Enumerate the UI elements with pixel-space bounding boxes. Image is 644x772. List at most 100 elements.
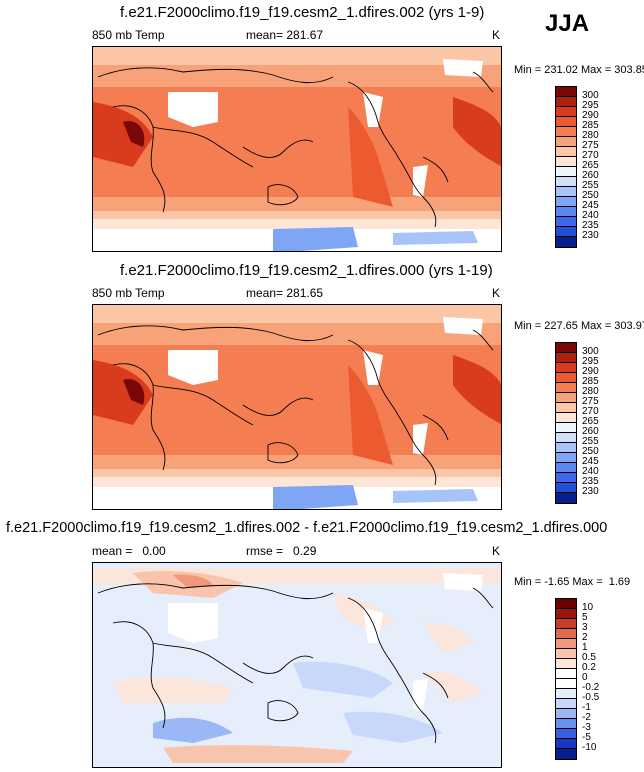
colorbar-cell: [556, 609, 576, 619]
colorbar-cell: [556, 147, 576, 157]
colorbar-tick-label: 270: [582, 406, 599, 417]
panel-1-minmax: Min = 231.02 Max = 303.85: [514, 64, 644, 76]
season-label: JJA: [545, 10, 590, 37]
colorbar-cell: [556, 473, 576, 483]
panel-2-minmax: Min = 227.65 Max = 303.97: [514, 320, 644, 332]
colorbar-cell: [556, 167, 576, 177]
colorbar-cell: [556, 177, 576, 187]
colorbar-tick-label: 280: [582, 130, 599, 141]
colorbar-cell: [556, 619, 576, 629]
colorbar-cell: [556, 383, 576, 393]
colorbar-cell: [556, 187, 576, 197]
colorbar-cell: [556, 699, 576, 709]
colorbar-tick-label: 2: [582, 632, 588, 643]
colorbar-cell: [556, 87, 576, 97]
colorbar-cell: [556, 117, 576, 127]
colorbar-tick-label: 250: [582, 446, 599, 457]
colorbar-tick-label: -0.5: [582, 692, 600, 703]
colorbar-cell: [556, 433, 576, 443]
panel-2-title: f.e21.F2000climo.f19_f19.cesm2_1.dfires.…: [120, 262, 493, 279]
colorbar-cell: [556, 217, 576, 227]
colorbar-cell: [556, 227, 576, 237]
colorbar-tick-label: 255: [582, 180, 599, 191]
colorbar-tick-label: 295: [582, 100, 599, 111]
colorbar-tick-label: 230: [582, 230, 599, 241]
colorbar-cell: [556, 689, 576, 699]
panel-2-variable-label: 850 mb Temp: [92, 286, 165, 300]
colorbar-cell: [556, 719, 576, 729]
colorbar-cell: [556, 649, 576, 659]
panel-1-title: f.e21.F2000climo.f19_f19.cesm2_1.dfires.…: [120, 4, 485, 21]
colorbar-cell: [556, 413, 576, 423]
colorbar-tick-label: 300: [582, 346, 599, 357]
panel-1-variable-label: 850 mb Temp: [92, 28, 165, 42]
colorbar-tick-label: 10: [582, 602, 594, 613]
panel-2-map: [92, 304, 502, 510]
colorbar-cell: [556, 403, 576, 413]
panel-2-colorbar: [555, 342, 577, 504]
colorbar-tick-label: 300: [582, 90, 599, 101]
panel-1-colorbar: [555, 86, 577, 248]
colorbar-cell: [556, 343, 576, 353]
panel-3-map: [92, 562, 502, 768]
colorbar-tick-label: 275: [582, 396, 599, 407]
colorbar-tick-label: 245: [582, 200, 599, 211]
colorbar-tick-label: 0: [582, 672, 588, 683]
colorbar-cell: [556, 393, 576, 403]
colorbar-cell: [556, 363, 576, 373]
colorbar-tick-label: 3: [582, 622, 588, 633]
colorbar-tick-label: 285: [582, 120, 599, 131]
colorbar-tick-label: -10: [582, 742, 597, 753]
colorbar-cell: [556, 107, 576, 117]
colorbar-tick-label: 0.2: [582, 662, 596, 673]
colorbar-cell: [556, 423, 576, 433]
colorbar-tick-label: 245: [582, 456, 599, 467]
colorbar-cell: [556, 127, 576, 137]
colorbar-tick-label: -0.2: [582, 682, 600, 693]
panel-3-units-label: K: [492, 544, 501, 558]
colorbar-cell: [556, 197, 576, 207]
panel-1-map: [92, 46, 502, 252]
colorbar-cell: [556, 137, 576, 147]
colorbar-tick-label: 295: [582, 356, 599, 367]
panel-2-units-label: K: [492, 286, 501, 300]
colorbar-cell: [556, 749, 576, 759]
colorbar-tick-label: 280: [582, 386, 599, 397]
colorbar-cell: [556, 639, 576, 649]
colorbar-tick-label: 290: [582, 366, 599, 377]
colorbar-tick-label: -5: [582, 732, 591, 743]
colorbar-tick-label: -3: [582, 722, 591, 733]
colorbar-cell: [556, 739, 576, 749]
panel-3-rmse-label: rmse = 0.29: [246, 544, 317, 558]
colorbar-cell: [556, 659, 576, 669]
colorbar-tick-label: 285: [582, 376, 599, 387]
colorbar-tick-label: 270: [582, 150, 599, 161]
colorbar-cell: [556, 463, 576, 473]
colorbar-cell: [556, 97, 576, 107]
panel-3-minmax: Min = -1.65 Max = 1.69: [514, 576, 631, 588]
colorbar-cell: [556, 729, 576, 739]
panel-3-title: f.e21.F2000climo.f19_f19.cesm2_1.dfires.…: [6, 520, 608, 536]
colorbar-cell: [556, 679, 576, 689]
colorbar-tick-label: 1: [582, 642, 588, 653]
colorbar-cell: [556, 629, 576, 639]
colorbar-cell: [556, 709, 576, 719]
colorbar-tick-label: -2: [582, 712, 591, 723]
colorbar-tick-label: 265: [582, 160, 599, 171]
colorbar-cell: [556, 599, 576, 609]
colorbar-tick-label: 230: [582, 486, 599, 497]
colorbar-tick-label: 255: [582, 436, 599, 447]
colorbar-tick-label: -1: [582, 702, 591, 713]
colorbar-cell: [556, 493, 576, 503]
colorbar-tick-label: 260: [582, 426, 599, 437]
colorbar-tick-label: 240: [582, 210, 599, 221]
colorbar-tick-label: 275: [582, 140, 599, 151]
panel-1-mean-label: mean= 281.67: [246, 28, 324, 42]
colorbar-tick-label: 5: [582, 612, 588, 623]
colorbar-cell: [556, 237, 576, 247]
colorbar-tick-label: 240: [582, 466, 599, 477]
colorbar-cell: [556, 353, 576, 363]
colorbar-tick-label: 235: [582, 476, 599, 487]
colorbar-tick-label: 0.5: [582, 652, 596, 663]
colorbar-tick-label: 265: [582, 416, 599, 427]
